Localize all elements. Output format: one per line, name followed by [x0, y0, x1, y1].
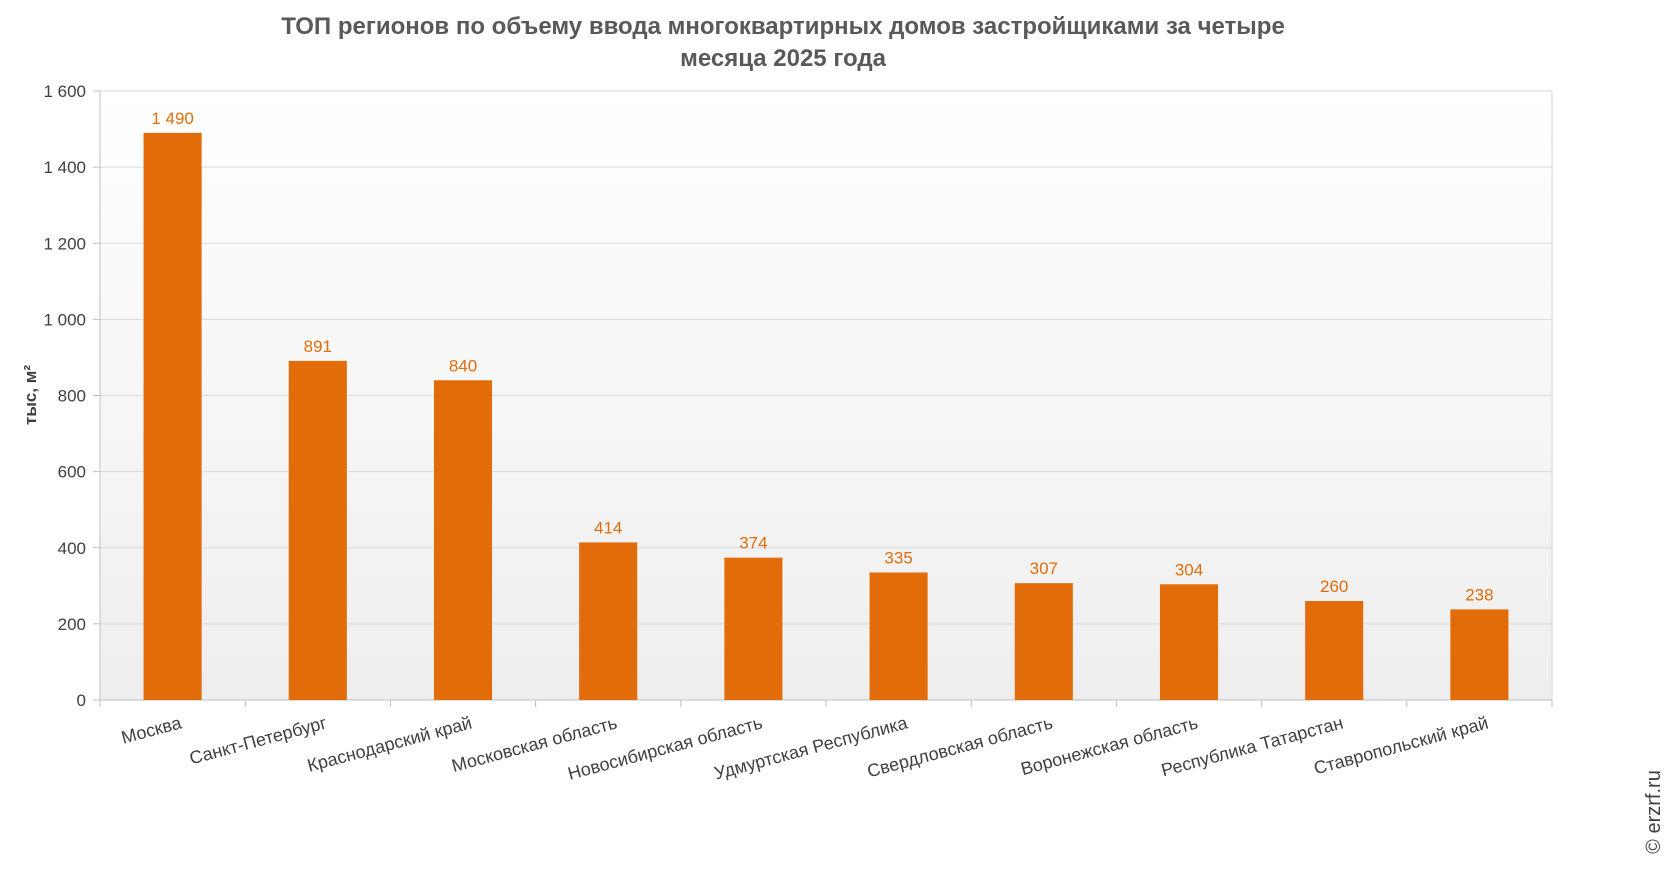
y-tick-label: 1 400 — [43, 158, 86, 177]
y-tick-label: 200 — [58, 615, 86, 634]
y-tick-label: 600 — [58, 463, 86, 482]
bar — [143, 132, 202, 700]
x-tick-label: Москва — [119, 712, 184, 747]
data-label: 374 — [739, 534, 767, 553]
data-label: 307 — [1030, 559, 1058, 578]
data-label: 840 — [449, 356, 477, 375]
bar — [433, 380, 493, 700]
y-tick-label: 1 600 — [43, 82, 86, 101]
watermark: © erzrf.ru — [1643, 770, 1665, 854]
y-tick-label: 1 200 — [43, 234, 86, 253]
chart-title-line-2: месяца 2025 года — [680, 45, 887, 72]
bar — [579, 542, 638, 700]
data-label: 414 — [594, 518, 622, 537]
y-tick-label: 400 — [58, 539, 86, 558]
y-axis-label: тыс, м² — [21, 365, 40, 425]
bar — [1014, 583, 1073, 700]
bar — [288, 360, 347, 700]
bar — [1450, 609, 1509, 700]
y-tick-label: 800 — [58, 387, 86, 406]
chart-title-line-1: ТОП регионов по объему ввода многокварти… — [281, 13, 1285, 40]
bar — [724, 557, 783, 700]
bar — [1159, 584, 1219, 700]
x-tick-label: Краснодарский край — [305, 713, 474, 776]
y-tick-labels: 0 200 400 600 800 1 000 1 200 1 400 1 600 — [43, 82, 86, 710]
y-tick-label: 1 000 — [43, 310, 86, 329]
data-label: 304 — [1175, 560, 1203, 579]
data-label: 238 — [1465, 585, 1493, 604]
data-label: 1 490 — [151, 109, 194, 128]
data-label: 335 — [884, 548, 912, 567]
bar — [1305, 601, 1364, 700]
data-label: 891 — [304, 337, 332, 356]
bar — [869, 572, 928, 700]
data-label: 260 — [1320, 577, 1348, 596]
bars — [143, 132, 1509, 700]
y-tick-label: 0 — [77, 691, 86, 710]
data-labels: 1 490 891 840 414 374 335 307 304 260 238 — [151, 109, 1493, 605]
